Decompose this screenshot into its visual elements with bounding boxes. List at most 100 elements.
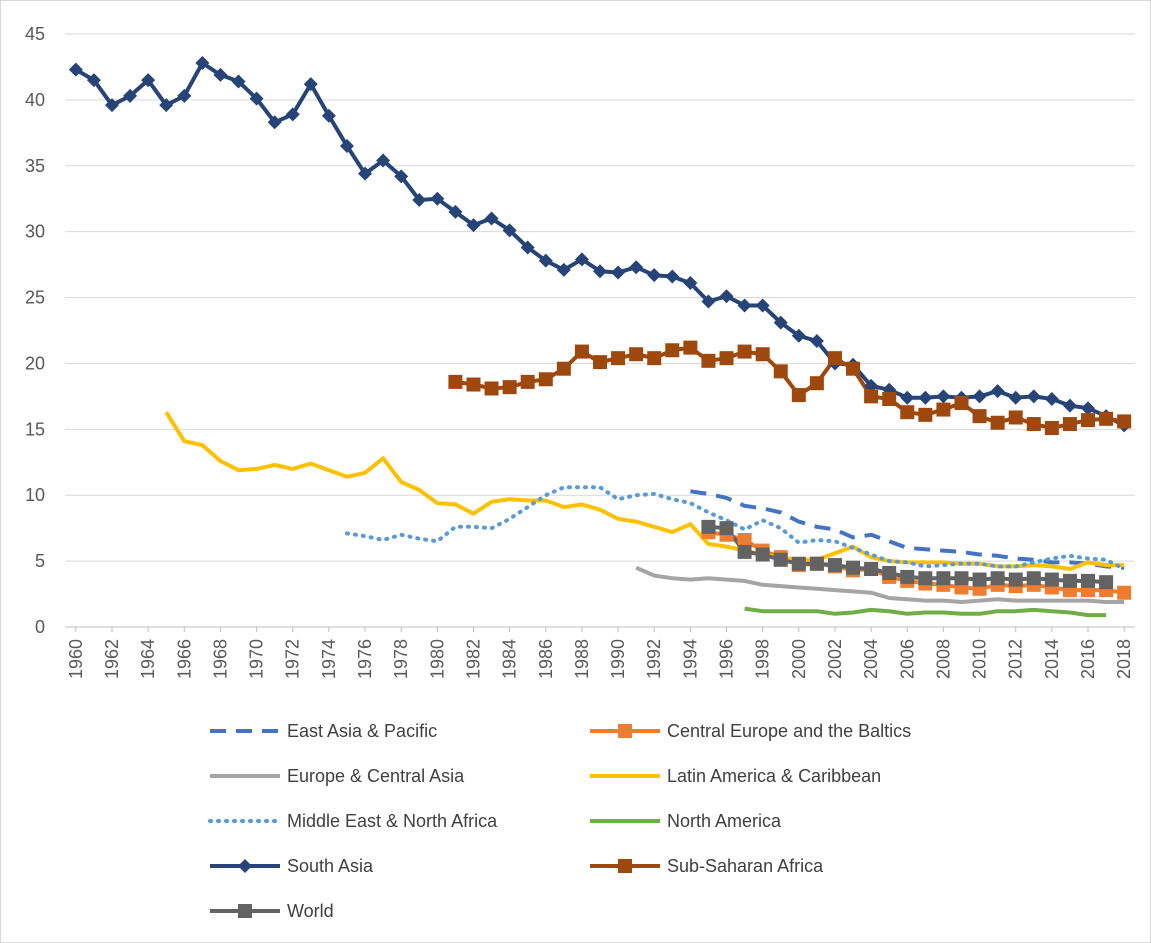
x-tick-label: 1998 <box>753 639 773 679</box>
marker <box>972 409 987 424</box>
marker <box>1062 398 1077 413</box>
marker <box>1099 411 1114 426</box>
marker <box>556 262 571 277</box>
series-line <box>345 485 1127 571</box>
marker <box>412 193 427 208</box>
x-tick-label: 1986 <box>536 639 556 679</box>
marker <box>195 55 210 70</box>
marker <box>719 351 734 366</box>
x-tick-label: 1962 <box>102 639 122 679</box>
marker <box>394 169 409 184</box>
marker <box>701 353 716 368</box>
x-tick-label: 2012 <box>1006 639 1026 679</box>
y-tick-label: 35 <box>25 156 45 176</box>
marker <box>791 328 806 343</box>
marker <box>1062 417 1077 432</box>
x-tick-label: 1994 <box>680 639 700 679</box>
marker <box>900 405 915 420</box>
marker <box>918 571 933 586</box>
marker <box>900 569 915 584</box>
marker <box>1026 417 1041 432</box>
marker <box>900 390 915 405</box>
marker <box>285 107 300 122</box>
marker <box>611 351 626 366</box>
marker <box>430 191 445 206</box>
series-line <box>690 489 1125 570</box>
marker <box>448 374 463 389</box>
marker <box>1044 392 1059 407</box>
marker <box>737 344 752 359</box>
marker <box>1099 575 1114 590</box>
y-tick-label: 15 <box>25 419 45 439</box>
marker <box>267 115 282 130</box>
marker <box>231 74 246 89</box>
marker <box>123 88 138 103</box>
x-tick-label: 2008 <box>933 639 953 679</box>
legend-label: World <box>287 901 334 921</box>
marker <box>809 334 824 349</box>
x-tick-label: 2018 <box>1114 639 1134 679</box>
legend-label: North America <box>667 811 782 831</box>
marker <box>737 533 752 548</box>
marker <box>1117 585 1132 600</box>
marker <box>520 240 535 255</box>
marker <box>755 298 770 313</box>
marker <box>1081 413 1096 428</box>
y-tick-label: 25 <box>25 288 45 308</box>
legend-label: Middle East & North Africa <box>287 811 498 831</box>
marker <box>618 724 632 738</box>
marker <box>538 253 553 268</box>
marker <box>502 223 517 238</box>
marker <box>918 407 933 422</box>
marker <box>737 544 752 559</box>
marker <box>647 268 662 283</box>
y-tick-label: 20 <box>25 353 45 373</box>
marker <box>1117 414 1132 429</box>
marker <box>827 558 842 573</box>
marker <box>611 265 626 280</box>
marker <box>683 276 698 291</box>
x-tick-label: 2010 <box>970 639 990 679</box>
marker <box>1062 573 1077 588</box>
marker <box>1008 572 1023 587</box>
marker <box>990 571 1005 586</box>
marker <box>520 374 535 389</box>
marker <box>68 62 83 77</box>
x-tick-label: 1972 <box>283 639 303 679</box>
marker <box>701 519 716 534</box>
x-tick-label: 1984 <box>500 639 520 679</box>
y-tick-label: 45 <box>25 24 45 44</box>
marker <box>1044 421 1059 436</box>
marker <box>159 98 174 113</box>
x-tick-label: 1966 <box>174 639 194 679</box>
x-tick-label: 2000 <box>789 639 809 679</box>
marker <box>773 552 788 567</box>
marker <box>1026 571 1041 586</box>
marker <box>719 289 734 304</box>
x-tick-label: 1960 <box>66 639 86 679</box>
marker <box>238 859 252 873</box>
legend-label: Latin America & Caribbean <box>667 766 881 786</box>
marker <box>936 571 951 586</box>
marker <box>972 572 987 587</box>
marker <box>593 264 607 279</box>
marker <box>448 204 463 219</box>
x-tick-label: 1992 <box>644 639 664 679</box>
x-tick-label: 1990 <box>608 639 628 679</box>
marker <box>882 392 897 407</box>
marker <box>990 384 1005 399</box>
marker <box>466 377 481 392</box>
x-tick-label: 2014 <box>1042 639 1062 679</box>
x-tick-label: 1976 <box>355 639 375 679</box>
x-tick-label: 2004 <box>861 639 881 679</box>
marker <box>773 315 788 330</box>
marker <box>972 389 987 404</box>
x-tick-label: 1996 <box>717 639 737 679</box>
marker <box>846 560 861 575</box>
marker <box>701 294 716 309</box>
marker <box>936 402 951 417</box>
series-line <box>744 606 1107 618</box>
marker <box>618 859 632 873</box>
marker <box>864 562 879 577</box>
marker <box>791 388 806 403</box>
